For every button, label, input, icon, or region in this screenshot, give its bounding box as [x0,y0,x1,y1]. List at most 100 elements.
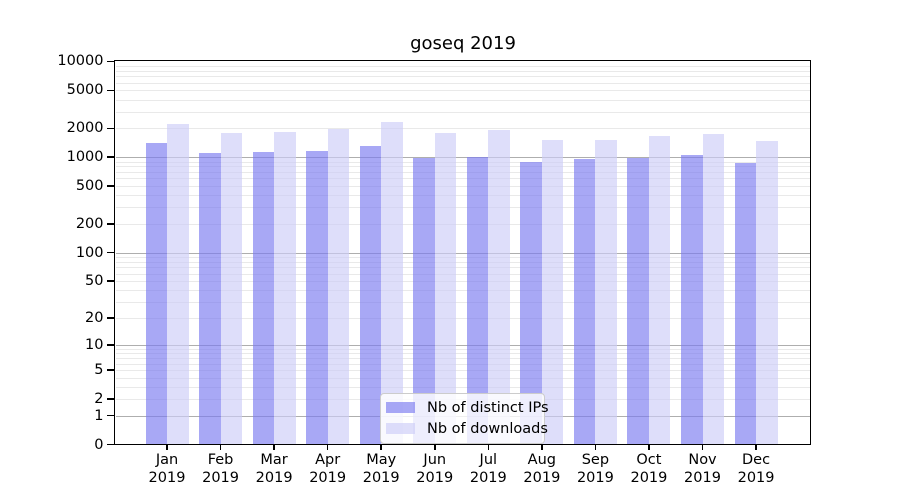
x-tick-label: Oct 2019 [630,451,668,486]
minor-gridline [115,128,811,130]
bar-downloads-feb [220,132,243,445]
bar-distinct-ips-sep [573,158,596,445]
x-tick-mark [326,444,329,450]
minor-gridline [115,353,811,355]
y-tick-mark [107,317,114,319]
x-tick-label: Jan 2019 [148,451,186,486]
major-gridline [115,344,811,346]
x-tick-label: Sep 2019 [576,451,614,486]
minor-gridline [115,267,811,269]
bar-distinct-ips-mar [252,151,275,445]
legend-label-downloads: Nb of downloads [427,420,548,437]
minor-gridline [115,178,811,180]
y-tick-label: 1 [94,407,104,424]
y-tick-label: 10000 [57,53,104,70]
bar-distinct-ips-aug [520,162,542,445]
x-tick-mark [755,444,757,450]
bar-downloads-may [381,122,403,445]
bar-distinct-ips-may [359,145,382,445]
x-tick-mark [594,444,597,450]
legend-item-downloads: Nb of downloads [386,420,548,437]
legend-item-distinct-ips: Nb of distinct IPs [386,399,549,416]
y-tick-label: 20 [85,309,104,326]
bar-downloads-mar [274,132,296,445]
x-tick-mark [701,444,704,450]
major-gridline [115,252,811,254]
legend-swatch-downloads [386,423,415,434]
y-tick-mark [107,398,114,400]
x-tick-label: May 2019 [362,451,400,486]
bar-downloads-jul [488,130,510,445]
minor-gridline [115,256,811,258]
minor-gridline [115,301,811,303]
bar-distinct-ips-jun [413,157,435,445]
x-tick-mark [380,444,382,450]
minor-gridline [115,369,811,371]
y-tick-label: 2000 [66,120,104,137]
y-tick-mark [107,127,114,130]
minor-gridline [115,386,811,388]
minor-gridline [115,348,811,350]
x-tick-label: Feb 2019 [202,451,239,486]
minor-gridline [115,261,811,263]
bar-downloads-sep [595,140,617,445]
y-tick-label: 2 [94,390,104,407]
x-tick-mark [434,444,436,450]
y-tick-mark [107,344,114,346]
y-tick-label: 500 [75,177,104,194]
y-tick-mark [107,223,114,225]
bar-downloads-apr [327,129,350,445]
minor-gridline [115,195,811,197]
y-tick-label: 10 [85,336,104,353]
legend: Nb of distinct IPs Nb of downloads [380,393,549,444]
major-gridline [115,157,811,159]
bar-downloads-nov [702,134,724,445]
minor-gridline [115,65,811,67]
y-tick-mark [107,414,114,417]
x-tick-label: Mar 2019 [255,451,293,486]
x-tick-mark [648,444,650,450]
legend-label-distinct-ips: Nb of distinct IPs [427,399,549,416]
minor-gridline [115,172,811,174]
minor-gridline [115,363,811,365]
minor-gridline [115,358,811,360]
minor-gridline [115,111,811,113]
minor-gridline [115,290,811,292]
minor-gridline [115,185,811,187]
x-tick-label: Apr 2019 [309,451,347,486]
y-tick-mark [107,369,114,371]
bar-distinct-ips-jul [466,156,489,445]
bar-downloads-oct [648,136,671,445]
minor-gridline [115,281,811,282]
x-tick-label: Nov 2019 [684,451,721,486]
minor-gridline [115,166,811,168]
y-tick-mark [107,89,114,92]
bar-downloads-aug [541,140,564,445]
x-tick-label: Aug 2019 [523,451,561,486]
x-tick-mark [219,444,222,450]
y-tick-label: 200 [75,215,104,232]
y-tick-mark [107,156,114,158]
minor-gridline [115,377,811,379]
bar-downloads-jan [167,124,189,445]
x-tick-label: Jun 2019 [416,451,454,486]
x-tick-mark [541,444,543,450]
x-tick-label: Dec 2019 [737,451,775,486]
minor-gridline [115,82,811,84]
y-tick-mark [107,280,114,282]
y-tick-mark [107,251,114,254]
minor-gridline [115,99,811,101]
minor-gridline [115,90,811,92]
minor-gridline [115,161,811,163]
y-tick-label: 5 [94,361,104,378]
y-tick-label: 1000 [66,148,104,165]
y-tick-label: 5000 [66,82,104,99]
bar-distinct-ips-oct [627,157,649,445]
minor-gridline [115,76,811,78]
bar-distinct-ips-apr [306,150,328,445]
y-tick-label: 0 [94,436,104,453]
minor-gridline [115,273,811,275]
bar-distinct-ips-feb [199,152,221,445]
bar-downloads-dec [756,141,778,445]
y-tick-mark [107,60,114,63]
